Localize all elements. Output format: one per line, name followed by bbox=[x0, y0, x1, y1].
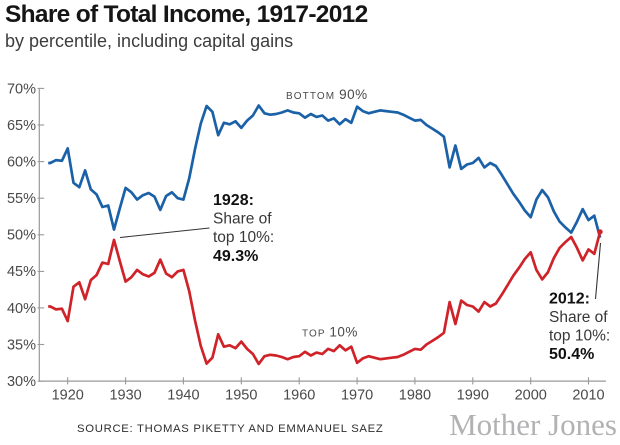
svg-text:65%: 65% bbox=[7, 118, 36, 134]
svg-text:top 10%:: top 10%: bbox=[213, 229, 274, 246]
svg-text:1950: 1950 bbox=[225, 388, 257, 404]
svg-text:TOP 10%: TOP 10% bbox=[302, 325, 358, 340]
svg-text:40%: 40% bbox=[7, 301, 36, 317]
svg-text:Share of: Share of bbox=[549, 309, 608, 326]
svg-text:1990: 1990 bbox=[457, 388, 489, 404]
svg-text:1970: 1970 bbox=[341, 388, 373, 404]
svg-text:1980: 1980 bbox=[399, 388, 431, 404]
svg-text:50.4%: 50.4% bbox=[549, 346, 594, 363]
svg-text:2012:: 2012: bbox=[549, 291, 590, 308]
svg-text:top 10%:: top 10%: bbox=[549, 328, 610, 345]
svg-text:49.3%: 49.3% bbox=[213, 248, 258, 265]
svg-text:35%: 35% bbox=[7, 337, 36, 353]
svg-text:55%: 55% bbox=[7, 191, 36, 207]
svg-text:1940: 1940 bbox=[167, 388, 199, 404]
svg-text:1930: 1930 bbox=[109, 388, 141, 404]
svg-text:45%: 45% bbox=[7, 264, 36, 280]
svg-text:30%: 30% bbox=[7, 374, 36, 390]
svg-text:50%: 50% bbox=[7, 228, 36, 244]
svg-text:1960: 1960 bbox=[283, 388, 315, 404]
svg-text:2000: 2000 bbox=[515, 388, 547, 404]
svg-text:BOTTOM 90%: BOTTOM 90% bbox=[286, 87, 368, 102]
svg-text:Share of: Share of bbox=[213, 211, 272, 228]
svg-text:1920: 1920 bbox=[52, 388, 84, 404]
svg-text:1928:: 1928: bbox=[213, 192, 254, 209]
svg-text:2010: 2010 bbox=[572, 388, 604, 404]
svg-text:70%: 70% bbox=[7, 81, 36, 97]
svg-text:60%: 60% bbox=[7, 155, 36, 171]
